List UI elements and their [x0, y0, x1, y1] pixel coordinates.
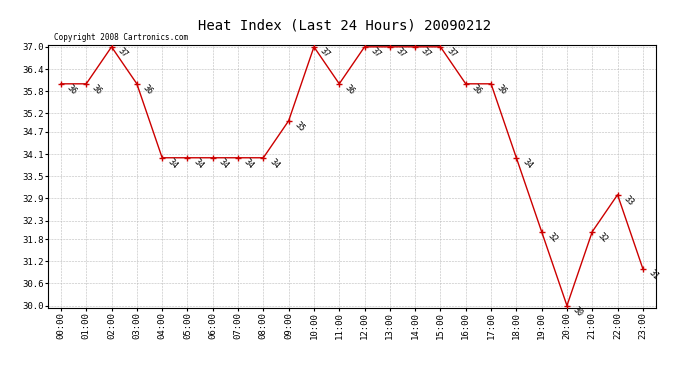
Text: 37: 37 — [368, 46, 382, 60]
Text: 35: 35 — [293, 120, 306, 134]
Text: Copyright 2008 Cartronics.com: Copyright 2008 Cartronics.com — [55, 33, 188, 42]
Text: 33: 33 — [622, 194, 635, 208]
Text: 34: 34 — [268, 158, 281, 171]
Text: 37: 37 — [116, 46, 129, 60]
Text: 34: 34 — [166, 158, 180, 171]
Text: 34: 34 — [217, 158, 230, 171]
Text: Heat Index (Last 24 Hours) 20090212: Heat Index (Last 24 Hours) 20090212 — [199, 19, 491, 33]
Text: 31: 31 — [647, 268, 660, 282]
Text: 36: 36 — [344, 84, 357, 97]
Text: 32: 32 — [596, 231, 610, 245]
Text: 30: 30 — [571, 305, 584, 319]
Text: 34: 34 — [520, 158, 534, 171]
Text: 34: 34 — [242, 158, 256, 171]
Text: 34: 34 — [192, 158, 205, 171]
Text: 37: 37 — [394, 46, 408, 60]
Text: 32: 32 — [546, 231, 560, 245]
Text: 36: 36 — [495, 84, 509, 97]
Text: 37: 37 — [444, 46, 458, 60]
Text: 37: 37 — [318, 46, 332, 60]
Text: 36: 36 — [90, 84, 104, 97]
Text: 36: 36 — [470, 84, 484, 97]
Text: 36: 36 — [65, 84, 79, 97]
Text: 37: 37 — [420, 46, 433, 60]
Text: 36: 36 — [141, 84, 155, 97]
